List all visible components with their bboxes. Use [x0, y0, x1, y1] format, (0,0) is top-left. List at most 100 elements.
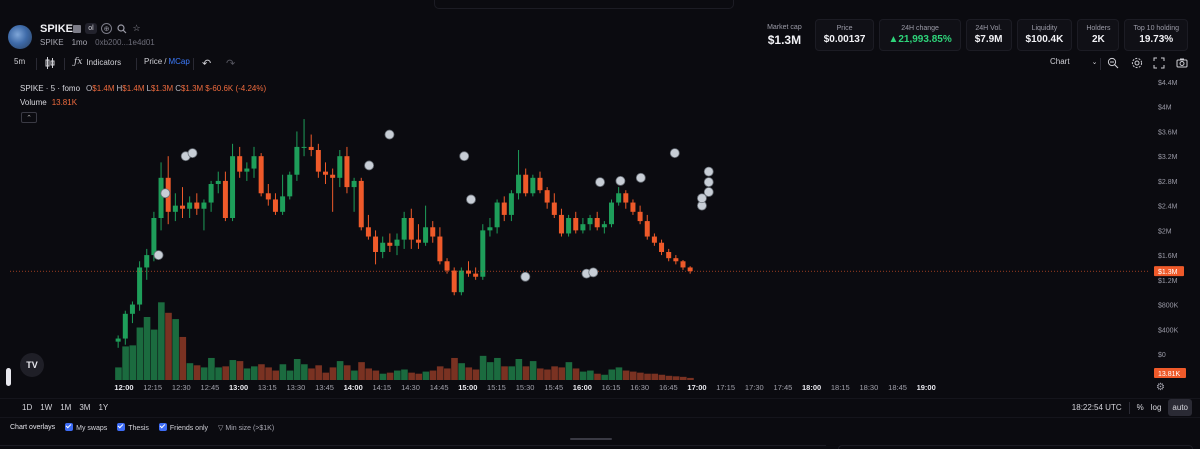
tradingview-logo[interactable]: TV: [20, 353, 44, 377]
star-icon[interactable]: ☆: [132, 23, 141, 33]
volume-bar: [358, 362, 365, 380]
swap-marker-icon: [588, 267, 599, 278]
candle-body: [609, 202, 614, 225]
axis-settings-icon[interactable]: ⚙: [1156, 382, 1165, 393]
time-tick-label: 13:30: [287, 383, 306, 392]
min-size-filter[interactable]: ▽ Min size (>$1K): [218, 424, 274, 432]
legend-symbol: SPIKE · 5 · fomo: [20, 84, 81, 93]
volume-bar: [672, 376, 680, 380]
time-tick-label: 15:45: [544, 383, 563, 392]
percent-scale-button[interactable]: %: [1136, 403, 1144, 412]
side-panel-handle[interactable]: [6, 368, 11, 386]
price-tick-label: $400K: [1158, 327, 1179, 334]
auto-scale-button[interactable]: auto: [1168, 399, 1192, 416]
square-icon[interactable]: [73, 24, 81, 33]
fullscreen-icon[interactable]: [1153, 57, 1165, 69]
price-chart[interactable]: $4.4M $4M $3.6M $3.2M $2.8M $2.4M $2M $1.6M $1.2…: [0, 74, 1200, 396]
utc-clock[interactable]: 18:22:54 UTC: [1071, 403, 1122, 412]
overlay-friends-only[interactable]: Friends only: [158, 423, 208, 432]
checkbox-icon[interactable]: [117, 423, 126, 431]
contract-address[interactable]: 0xb200...1e4d01: [95, 38, 155, 47]
chart-type-select[interactable]: Chart ⌄: [1050, 57, 1097, 66]
stat-label: 24H change: [901, 25, 939, 32]
candle-body: [373, 236, 379, 252]
price-tick-label: $3.2M: [1158, 154, 1178, 161]
volume-bar: [486, 362, 494, 380]
timeframe-1m[interactable]: 1M: [60, 403, 72, 412]
stat-label: Market cap: [767, 23, 802, 31]
age-label: 1mo: [71, 38, 88, 47]
volume-bar: [529, 361, 537, 380]
timeframe-1w[interactable]: 1W: [40, 403, 53, 412]
time-tick-label: 16:30: [630, 383, 649, 392]
log-scale-button[interactable]: log: [1150, 403, 1162, 412]
stat-value: $100.4K: [1025, 34, 1064, 45]
legend-change: $-60.6K (-4.24%): [205, 84, 267, 93]
bottom-scrollbar[interactable]: [570, 438, 612, 440]
volume-bar: [343, 365, 351, 380]
volume-bar: [415, 373, 423, 380]
checkbox-icon[interactable]: [158, 423, 167, 431]
volume-bar: [472, 369, 480, 380]
price-mcap-toggle[interactable]: Price / MCap: [144, 57, 190, 66]
price-tick-label: $1.6M: [1158, 253, 1178, 260]
legend-close: C$1.3M: [175, 84, 203, 93]
settings-gear-icon[interactable]: [1131, 57, 1143, 69]
timeframe-1y[interactable]: 1Y: [98, 403, 109, 412]
camera-icon[interactable]: [1176, 57, 1188, 69]
swap-marker-icon: [703, 177, 714, 188]
interval-button[interactable]: 5m: [14, 57, 26, 66]
token-logo: [8, 25, 32, 49]
candle-body: [573, 218, 579, 231]
stat-label: Top 10 holding: [1133, 25, 1179, 32]
token-stats: Market cap $1.3M Price $0.00137 24H chan…: [759, 19, 1188, 51]
redo-icon[interactable]: ↷: [226, 58, 236, 70]
search-icon[interactable]: [116, 23, 127, 34]
volume-bar: [208, 357, 215, 380]
volume-bar: [258, 364, 265, 380]
swap-marker-icon: [615, 176, 626, 186]
candle-body: [430, 227, 436, 237]
timeframe-1d[interactable]: 1D: [22, 403, 33, 412]
price-option[interactable]: Price: [144, 57, 163, 66]
mcap-option[interactable]: MCap: [168, 57, 190, 66]
candle-body: [423, 227, 429, 243]
open-value: $1.4M: [92, 84, 115, 93]
candle-body: [180, 205, 185, 209]
collapse-legend-button[interactable]: ⌃: [21, 112, 37, 123]
volume-bar: [193, 365, 201, 380]
candle-body: [129, 304, 135, 314]
overlay-thesis[interactable]: Thesis: [117, 423, 149, 432]
checkbox-icon[interactable]: [65, 423, 74, 431]
volume-bar: [644, 373, 651, 380]
indicators-button[interactable]: ƒx Indicators: [74, 57, 121, 67]
volume-bar: [200, 367, 208, 380]
volume-bar: [336, 361, 344, 380]
zoom-icon[interactable]: [1107, 57, 1119, 69]
volume-legend: Volume 13.81K: [20, 98, 77, 107]
volume-bar: [665, 375, 673, 380]
swap-marker-icon: [635, 172, 646, 183]
platform-badge-icon: ol: [85, 23, 97, 34]
undo-icon[interactable]: ↶: [202, 58, 212, 70]
candle-body: [623, 193, 629, 203]
close-label: C: [175, 84, 181, 93]
candle-body: [380, 242, 386, 252]
stat-value: $1.3M: [767, 32, 802, 47]
globe-icon[interactable]: ⊕: [101, 23, 112, 34]
chart-toolbar: 5m ƒx Indicators Price / MCap ↶ ↷ Chart …: [0, 55, 1200, 73]
candle-body: [394, 239, 400, 246]
overlay-my-swaps[interactable]: My swaps: [65, 423, 107, 432]
candle-type-icon[interactable]: [45, 57, 55, 69]
timeframe-selector: 1D 1W 1M 3M 1Y: [22, 403, 108, 412]
volume-bar: [587, 370, 594, 380]
candle-body: [458, 270, 464, 293]
volume-bar: [272, 370, 280, 380]
timeframe-3m[interactable]: 3M: [79, 403, 91, 412]
time-tick-label: 12:30: [172, 383, 191, 392]
time-tick-label: 13:15: [258, 383, 277, 392]
close-value: $1.3M: [180, 84, 204, 93]
time-tick-label: 14:45: [430, 383, 449, 392]
candle-body: [587, 218, 593, 225]
volume-bar: [508, 366, 515, 380]
